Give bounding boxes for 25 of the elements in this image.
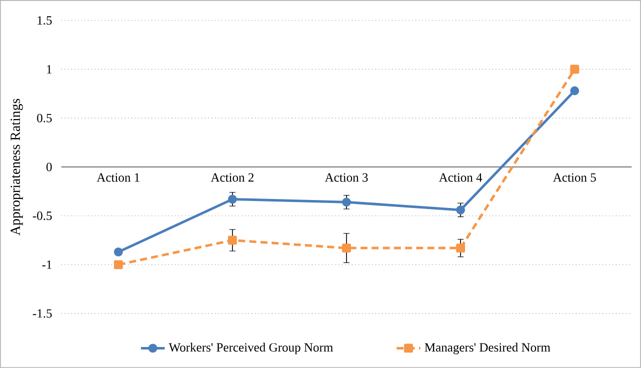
x-tick-label: Action 5 [553, 173, 596, 182]
x-tick-label: Action 4 [438, 173, 482, 182]
y-tick-label: 1 [47, 65, 52, 74]
legend-label: Managers' Desired Norm [424, 342, 550, 354]
point [456, 206, 466, 214]
x-tick-label: Action 2 [210, 173, 254, 182]
y-axis-title: Appropriateness Ratings [10, 98, 23, 236]
point [342, 198, 351, 207]
point [114, 260, 123, 270]
point [228, 194, 237, 204]
y-tick-label: -1.5 [32, 309, 52, 318]
point [456, 244, 466, 253]
point [570, 64, 580, 74]
point [342, 244, 351, 253]
y-tick-label: 0 [46, 162, 52, 172]
legend-label: Workers' Perceived Group Norm [168, 342, 333, 354]
point [570, 86, 580, 96]
point [114, 248, 123, 256]
y-tick-label: -1 [42, 260, 52, 269]
point [228, 236, 237, 245]
y-tick-label: 0.5 [37, 114, 52, 122]
x-tick-label: Action 1 [96, 173, 140, 182]
y-tick-label: 1.5 [38, 16, 52, 25]
x-tick-label: Action 3 [324, 173, 368, 182]
y-tick-label: -0.5 [32, 212, 52, 220]
